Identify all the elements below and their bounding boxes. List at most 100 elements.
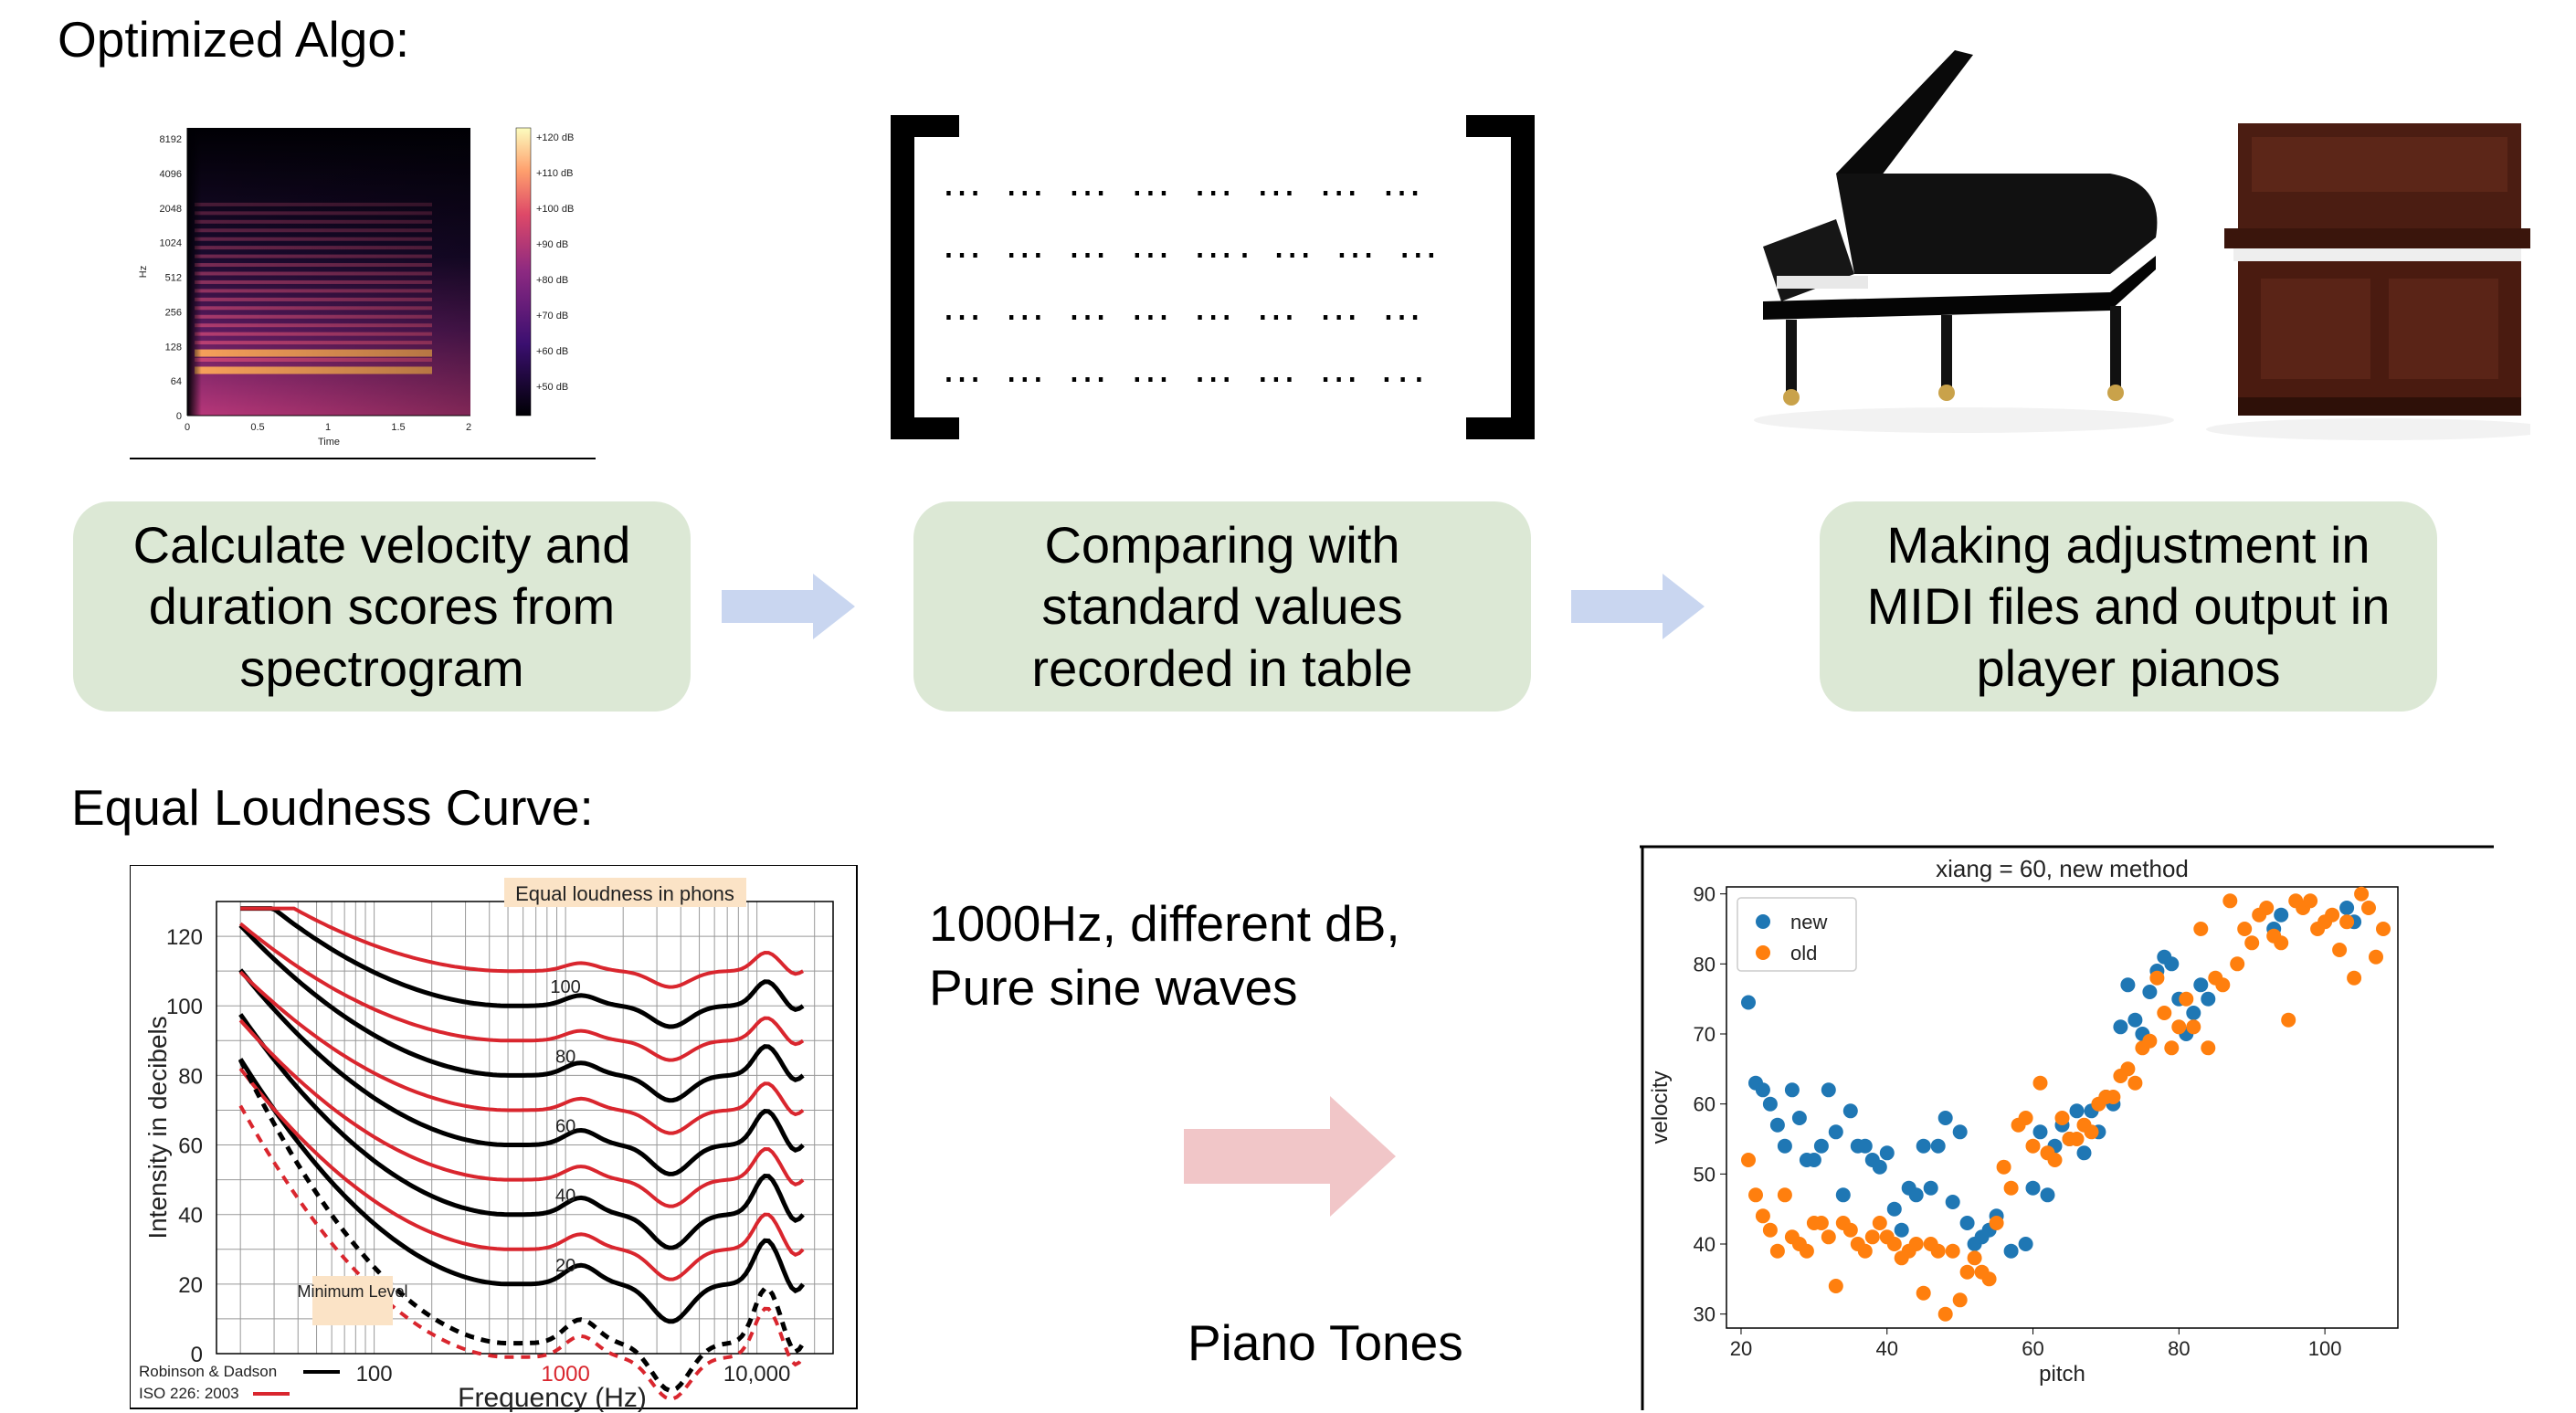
spectrogram-y-tick: 64 bbox=[171, 376, 182, 387]
arrow-right-icon bbox=[722, 574, 855, 639]
phon-label: 100 bbox=[550, 977, 580, 997]
scatter-point-old bbox=[2274, 935, 2289, 951]
scatter-point-old bbox=[2164, 1040, 2180, 1056]
scatter-point-old bbox=[1828, 1279, 1843, 1293]
scatter-point-new bbox=[1923, 1180, 1938, 1196]
scatter-point-old bbox=[2281, 1012, 2296, 1028]
pianos-illustration bbox=[1754, 50, 2530, 440]
scatter-chart: xiang = 60, new method 20 40 60 80 100 30 40 50 6… bbox=[1640, 845, 2494, 1410]
scatter-point-new bbox=[2120, 977, 2136, 993]
scatter-y-tick: 60 bbox=[1694, 1093, 1716, 1116]
spectrogram-x-tick: 0.5 bbox=[250, 422, 264, 433]
matrix-right-bracket-top bbox=[1466, 115, 1535, 137]
scatter-point-new bbox=[1959, 1216, 1975, 1230]
scatter-point-new bbox=[2142, 985, 2158, 999]
scatter-point-old bbox=[1937, 1306, 1953, 1322]
scatter-point-old bbox=[2237, 922, 2253, 936]
legend-robinson-dadson: Robinson & Dadson bbox=[139, 1363, 277, 1380]
scatter-point-old bbox=[2361, 901, 2376, 915]
spectrogram-fade bbox=[187, 128, 470, 416]
scatter-point-old bbox=[2127, 1075, 2143, 1091]
scatter-point-new bbox=[1806, 1153, 1821, 1167]
legend-iso-226: ISO 226: 2003 bbox=[139, 1385, 239, 1402]
loudness-x-tick: 100 bbox=[356, 1362, 393, 1387]
loudness-chart-frame bbox=[130, 865, 858, 1409]
scatter-point-old bbox=[1813, 1216, 1829, 1230]
spectrogram-x-tick: 1.5 bbox=[391, 422, 405, 433]
arrow-right-icon bbox=[1184, 1096, 1396, 1217]
spectrogram-y-tick: 4096 bbox=[160, 169, 182, 180]
spectrogram-y-tick: 8192 bbox=[160, 134, 182, 145]
scatter-x-label: pitch bbox=[2039, 1362, 2085, 1387]
scatter-point-new bbox=[1945, 1195, 1960, 1209]
scatter-point-old bbox=[1886, 1237, 1902, 1251]
scatter-point-new bbox=[2069, 1103, 2085, 1119]
spectrogram-colorbar-tick: +100 dB bbox=[536, 204, 574, 215]
iso-226-curve bbox=[240, 906, 805, 989]
loudness-title-text: Equal loudness in phons bbox=[515, 882, 734, 905]
scatter-legend-marker bbox=[1756, 945, 1770, 960]
scatter-point-old bbox=[1864, 1229, 1880, 1245]
scatter-y-label: velocity bbox=[1648, 1070, 1673, 1144]
scatter-y-tick: 40 bbox=[1694, 1233, 1716, 1256]
scatter-point-new bbox=[2274, 907, 2289, 923]
scatter-point-old bbox=[1930, 1243, 1946, 1259]
scatter-point-old bbox=[2186, 1019, 2201, 1035]
scatter-point-old bbox=[1755, 1208, 1770, 1224]
heading-optimized-algo: Optimized Algo: bbox=[58, 11, 410, 68]
scatter-x-tick: 60 bbox=[2022, 1337, 2043, 1360]
phon-label: 60 bbox=[555, 1117, 575, 1137]
scatter-point-old bbox=[2179, 991, 2194, 1007]
scatter-point-new bbox=[2025, 1180, 2041, 1196]
scatter-point-old bbox=[2106, 1090, 2121, 1104]
scatter-point-old bbox=[1981, 1271, 1997, 1287]
scatter-point-new bbox=[1879, 1145, 1895, 1161]
scatter-point-new bbox=[2127, 1012, 2143, 1028]
spectrogram-y-tick: 2048 bbox=[160, 204, 182, 215]
scatter-point-old bbox=[2222, 893, 2238, 909]
scatter-point-old bbox=[2032, 1075, 2048, 1091]
phon-label: 80 bbox=[555, 1047, 575, 1067]
scatter-point-old bbox=[1996, 1159, 2011, 1175]
spectrogram-y-tick: 512 bbox=[165, 273, 182, 284]
scatter-point-new bbox=[1930, 1138, 1946, 1154]
matrix-row: … … … … …. … … … bbox=[941, 219, 1444, 267]
scatter-point-new bbox=[2339, 901, 2355, 915]
scatter-point-new bbox=[1857, 1138, 1873, 1154]
scatter-point-old bbox=[2339, 914, 2355, 930]
matrix-left-bracket-bottom bbox=[891, 417, 959, 439]
scatter-point-new bbox=[1894, 1222, 1909, 1238]
step-box-adjust: Making adjustment in MIDI files and outp… bbox=[1820, 501, 2437, 712]
matrix-right-bracket bbox=[1511, 115, 1535, 439]
loudness-title-box bbox=[504, 878, 746, 907]
scatter-point-old bbox=[1799, 1243, 1814, 1259]
step-text: Comparing with standard values recorded … bbox=[1031, 516, 1413, 697]
spectrogram-colorbar bbox=[515, 127, 532, 417]
matrix-row: … … … … … … … ... bbox=[941, 343, 1430, 391]
robinson-dadson-curve bbox=[240, 906, 805, 1029]
loudness-y-tick: 20 bbox=[178, 1273, 203, 1298]
scatter-point-old bbox=[2054, 1111, 2070, 1125]
loudness-y-tick: 100 bbox=[166, 995, 203, 1019]
scatter-x-tick: 20 bbox=[1730, 1337, 1752, 1360]
loudness-x-tick: 10,000 bbox=[723, 1362, 790, 1387]
robinson-dadson-curve bbox=[238, 1013, 805, 1250]
scatter-point-old bbox=[2084, 1124, 2099, 1140]
scatter-point-old bbox=[1952, 1292, 1968, 1308]
scatter-point-old bbox=[1762, 1222, 1778, 1238]
scatter-point-new bbox=[1872, 1159, 1887, 1175]
scatter-point-old bbox=[2325, 907, 2340, 923]
scatter-point-old bbox=[2193, 922, 2209, 936]
scatter-point-new bbox=[2018, 1237, 2033, 1251]
robinson-dadson-curve bbox=[238, 968, 805, 1176]
robinson-dadson-threshold-curve bbox=[238, 1059, 806, 1393]
loudness-y-tick: 120 bbox=[166, 925, 203, 950]
scatter-point-old bbox=[2069, 1132, 2085, 1146]
spectrogram-colorbar-tick: +90 dB bbox=[536, 239, 568, 250]
scatter-legend-label: new bbox=[1790, 911, 1827, 933]
scatter-point-old bbox=[2369, 949, 2383, 965]
grand-piano-icon bbox=[1754, 50, 2174, 433]
spectrogram-y-label: Hz bbox=[138, 266, 149, 278]
scatter-point-old bbox=[1989, 1216, 2004, 1230]
